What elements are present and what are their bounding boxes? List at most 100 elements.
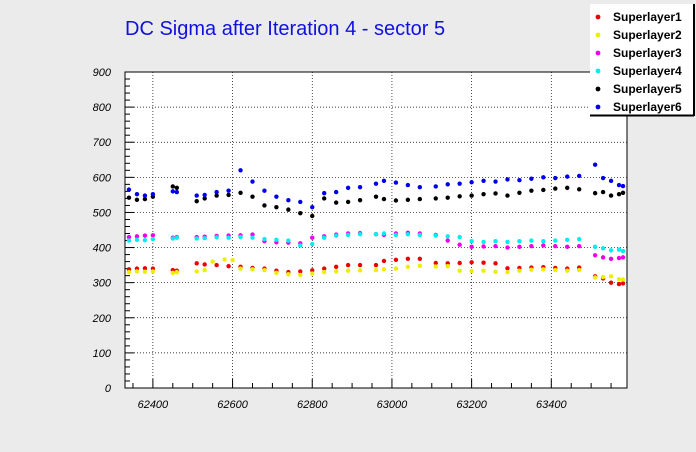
data-point bbox=[616, 247, 622, 252]
data-point bbox=[457, 268, 462, 273]
data-point bbox=[357, 268, 363, 273]
data-point bbox=[310, 213, 315, 219]
data-point bbox=[433, 196, 438, 201]
x-tick-label: 62400 bbox=[138, 399, 169, 411]
data-point bbox=[493, 239, 498, 244]
data-point bbox=[262, 236, 267, 242]
data-point bbox=[150, 233, 156, 238]
data-point bbox=[202, 192, 207, 198]
data-point bbox=[505, 269, 510, 275]
data-point bbox=[322, 190, 327, 196]
data-point bbox=[600, 189, 606, 195]
data-point bbox=[553, 186, 558, 191]
data-point bbox=[417, 184, 423, 190]
data-point bbox=[393, 180, 399, 185]
legend-marker bbox=[595, 14, 601, 20]
data-point bbox=[170, 189, 176, 194]
data-point bbox=[616, 281, 622, 287]
x-tick-label: 62800 bbox=[297, 399, 328, 411]
legend-label: Superlayer1 bbox=[613, 10, 682, 24]
data-point bbox=[357, 184, 363, 190]
y-tick-label: 100 bbox=[93, 348, 112, 360]
y-tick-label: 200 bbox=[92, 313, 112, 325]
y-tick-label: 400 bbox=[93, 243, 112, 255]
data-point bbox=[194, 269, 199, 274]
data-point bbox=[250, 179, 255, 184]
data-point bbox=[210, 259, 215, 264]
data-point bbox=[126, 269, 132, 275]
data-point bbox=[286, 272, 291, 277]
data-point bbox=[214, 262, 219, 268]
data-point bbox=[493, 179, 498, 184]
data-point bbox=[322, 235, 327, 240]
data-point bbox=[576, 267, 582, 273]
data-point bbox=[333, 269, 339, 274]
data-point bbox=[134, 197, 140, 203]
data-point bbox=[469, 180, 474, 185]
y-tick-label: 900 bbox=[93, 67, 112, 79]
data-point bbox=[345, 199, 351, 205]
data-point bbox=[517, 268, 522, 273]
data-point bbox=[481, 244, 486, 249]
data-point bbox=[505, 177, 510, 182]
y-tick-label: 700 bbox=[93, 137, 112, 149]
data-point bbox=[620, 248, 626, 254]
data-point bbox=[142, 193, 148, 198]
data-point bbox=[600, 246, 606, 251]
data-point bbox=[592, 162, 598, 167]
data-point bbox=[608, 248, 614, 253]
data-point bbox=[333, 189, 339, 195]
data-point bbox=[150, 236, 156, 242]
data-point bbox=[529, 188, 534, 193]
data-point bbox=[194, 193, 199, 198]
data-point bbox=[405, 197, 411, 203]
data-point bbox=[126, 238, 132, 243]
data-point bbox=[445, 238, 450, 243]
axes: 62400 62600 62800 63000 63200 63400 0 100 200 300… bbox=[92, 67, 612, 411]
data-point bbox=[592, 244, 598, 250]
data-point bbox=[238, 190, 243, 195]
data-point bbox=[481, 178, 486, 184]
data-point bbox=[142, 266, 148, 271]
data-point bbox=[417, 256, 423, 261]
data-point bbox=[250, 232, 255, 237]
x-tick-label: 63000 bbox=[377, 399, 408, 411]
data-point bbox=[310, 204, 315, 210]
data-point bbox=[345, 268, 351, 273]
data-point bbox=[493, 269, 498, 274]
data-point bbox=[142, 233, 148, 238]
data-point bbox=[600, 255, 606, 260]
data-point bbox=[345, 232, 351, 238]
data-point bbox=[417, 263, 423, 269]
data-point bbox=[493, 243, 498, 249]
data-point bbox=[170, 236, 176, 241]
data-point bbox=[620, 183, 626, 189]
data-point bbox=[373, 181, 379, 186]
data-point bbox=[126, 234, 132, 240]
legend: Superlayer1 Superlayer2 Superlayer3 Superla… bbox=[590, 4, 695, 117]
data-point bbox=[592, 275, 598, 280]
data-point bbox=[250, 235, 255, 240]
data-point bbox=[333, 264, 339, 270]
data-point bbox=[373, 194, 379, 199]
data-point bbox=[298, 269, 303, 274]
data-point bbox=[565, 237, 570, 243]
data-point bbox=[457, 234, 462, 240]
data-point bbox=[142, 196, 148, 202]
data-point bbox=[373, 232, 379, 237]
data-point bbox=[481, 260, 486, 265]
data-point bbox=[357, 232, 363, 237]
data-point bbox=[226, 188, 231, 193]
data-point bbox=[250, 267, 255, 272]
data-point bbox=[150, 191, 156, 197]
data-point bbox=[214, 193, 219, 198]
data-point bbox=[469, 268, 474, 274]
data-point bbox=[608, 280, 614, 285]
data-point bbox=[322, 269, 327, 275]
legend-box bbox=[590, 4, 694, 116]
chart-title: DC Sigma after Iteration 4 - sector 5 bbox=[125, 18, 445, 40]
data-point bbox=[517, 239, 522, 244]
data-point bbox=[553, 238, 558, 243]
data-point bbox=[417, 232, 423, 238]
y-tick-label: 0 bbox=[105, 383, 112, 395]
